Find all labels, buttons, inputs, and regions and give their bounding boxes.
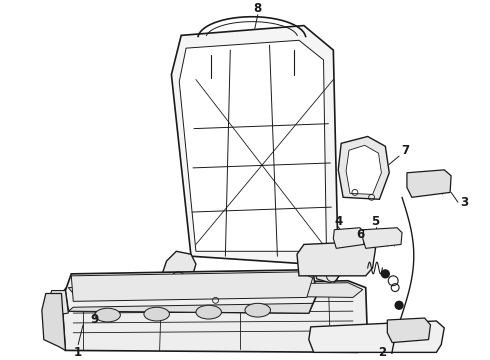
Ellipse shape xyxy=(144,307,170,321)
Text: 4: 4 xyxy=(334,215,343,228)
Polygon shape xyxy=(309,321,444,352)
Polygon shape xyxy=(314,248,343,284)
Polygon shape xyxy=(68,283,363,297)
Polygon shape xyxy=(407,170,451,197)
Circle shape xyxy=(395,301,403,309)
Text: 2: 2 xyxy=(378,346,387,359)
Polygon shape xyxy=(333,228,365,248)
Polygon shape xyxy=(68,303,313,313)
Polygon shape xyxy=(387,318,431,343)
Text: 5: 5 xyxy=(371,215,380,228)
Polygon shape xyxy=(363,228,402,248)
Ellipse shape xyxy=(196,305,221,319)
Ellipse shape xyxy=(245,303,270,317)
Circle shape xyxy=(381,270,389,278)
Ellipse shape xyxy=(95,308,121,322)
Polygon shape xyxy=(61,281,368,352)
Polygon shape xyxy=(297,242,375,276)
Polygon shape xyxy=(71,272,313,301)
Polygon shape xyxy=(162,251,196,288)
Polygon shape xyxy=(346,145,381,194)
Polygon shape xyxy=(48,291,68,315)
Polygon shape xyxy=(179,40,326,251)
Polygon shape xyxy=(65,270,317,313)
Polygon shape xyxy=(172,26,338,266)
Text: 7: 7 xyxy=(401,144,409,157)
Text: 1: 1 xyxy=(74,346,82,359)
Text: 8: 8 xyxy=(254,3,262,15)
Polygon shape xyxy=(338,136,389,199)
Text: 6: 6 xyxy=(357,228,365,241)
Polygon shape xyxy=(42,293,65,350)
Circle shape xyxy=(176,276,181,281)
Text: 9: 9 xyxy=(91,314,99,327)
Text: 3: 3 xyxy=(460,196,468,209)
